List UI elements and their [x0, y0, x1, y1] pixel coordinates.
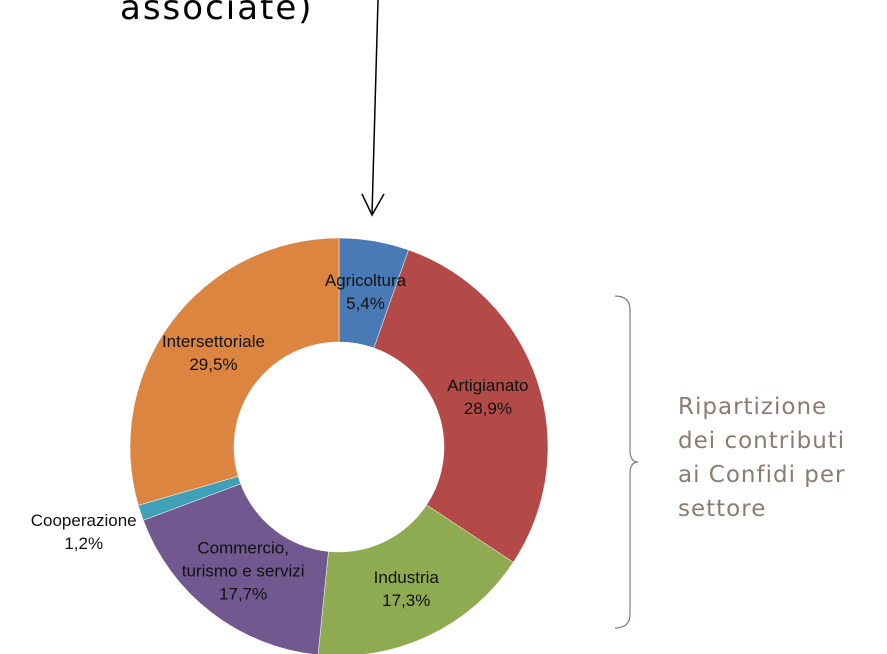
slice-label: Agricoltura 5,4%	[302, 269, 430, 315]
value-label: 5,4%	[346, 294, 385, 314]
category-label: Artigianato	[447, 376, 529, 396]
title: associate)	[120, 0, 314, 28]
arrow-head	[361, 193, 385, 217]
slice-label: Intersettoriale 29,5%	[149, 330, 277, 376]
value-label: 17,3%	[382, 590, 431, 610]
note-line: ai Confidi per	[678, 462, 846, 488]
note-line: dei contributi	[678, 428, 846, 454]
category-label: Cooperazione	[30, 510, 137, 530]
slice-label: Artigianato 28,9%	[424, 374, 552, 420]
side-note: Ripartizione dei contributi ai Confidi per…	[678, 390, 846, 526]
note-line: settore	[678, 496, 767, 522]
value-label: 17,7%	[219, 584, 268, 604]
slice-label: Commercio, turismo e servizi 17,7%	[179, 537, 307, 606]
value-label: 29,5%	[189, 354, 238, 374]
category-label: Industria	[373, 567, 439, 587]
slice	[129, 237, 340, 506]
value-label: 1,2%	[64, 533, 104, 553]
slice-label: Cooperazione 1,2%	[20, 509, 148, 555]
slice	[317, 504, 514, 654]
slice-label: Industria 17,3%	[342, 566, 470, 612]
note-line: Ripartizione	[678, 394, 828, 420]
value-label: 28,9%	[463, 399, 512, 419]
slice	[373, 249, 549, 563]
slice	[142, 483, 329, 654]
category-label: Intersettoriale	[161, 331, 265, 351]
arrow	[371, 0, 379, 215]
category-label: Agricoltura	[324, 271, 407, 291]
category-label: Commercio, turismo e servizi	[181, 538, 305, 581]
bracket	[614, 295, 639, 629]
